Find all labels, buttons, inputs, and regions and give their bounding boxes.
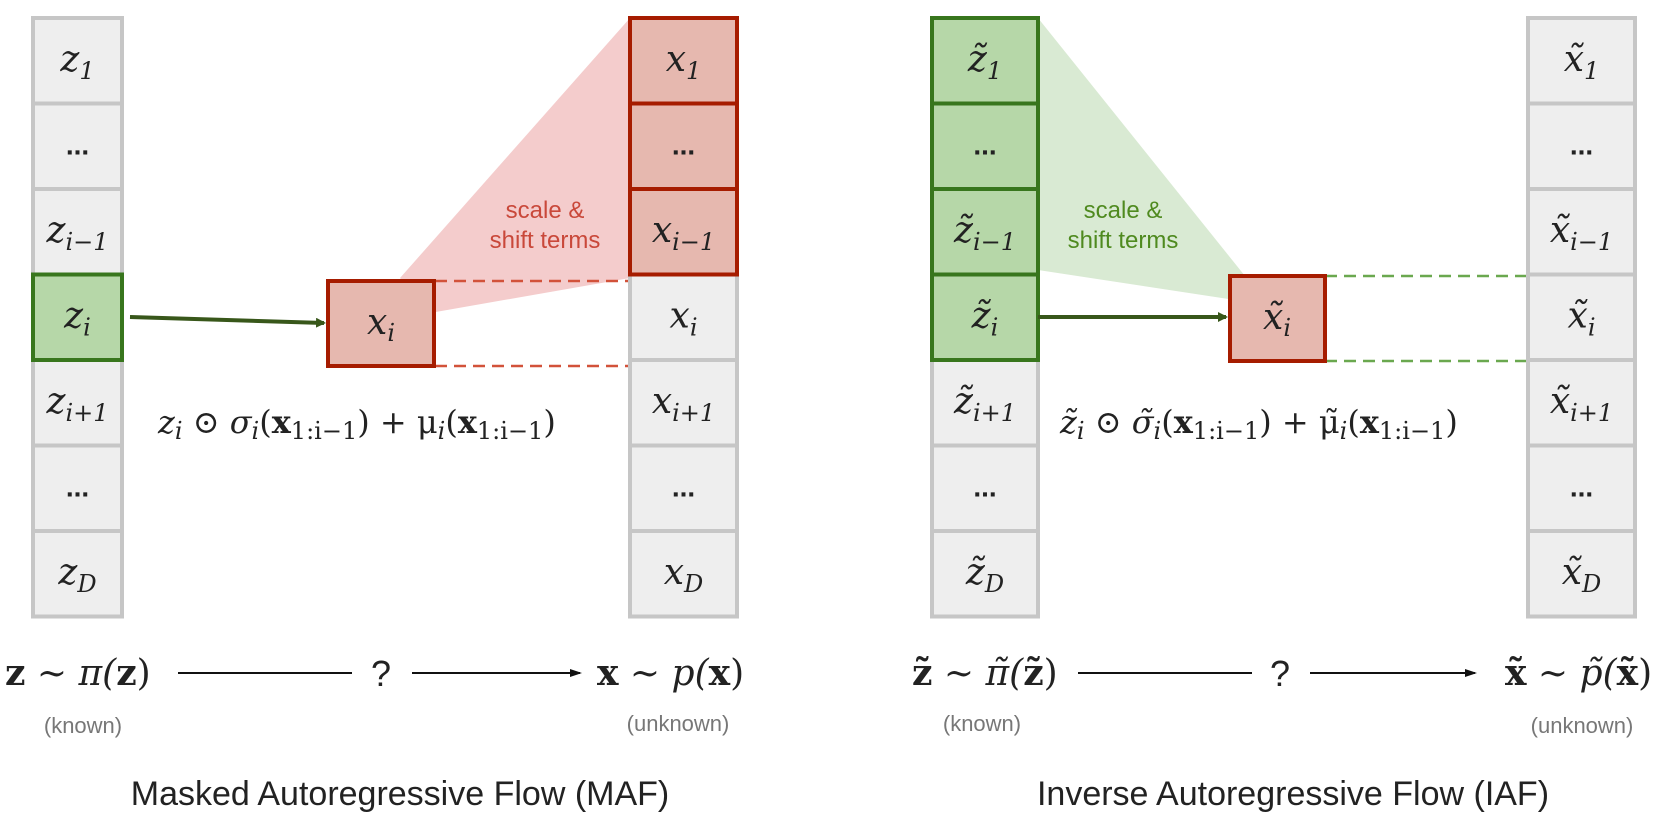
maf-unknown-label: (unknown) (627, 711, 730, 736)
iaf-z-cell-label: ... (973, 129, 996, 160)
iaf-z-cell-label: z̃D (965, 552, 1004, 598)
iaf-z-cell-label: z̃i+1 (953, 381, 1016, 427)
maf-arrow (129, 315, 326, 328)
iaf-x-cell-label: x̃D (1562, 552, 1602, 598)
maf-x-cell-label: x1 (666, 39, 702, 85)
iaf-center-box (1228, 274, 1327, 363)
maf-target-dist: x ∼ p(x) (597, 652, 744, 694)
maf-x-cell-label: xi+1 (652, 381, 715, 427)
maf-z-cell-label: zD (57, 552, 96, 598)
iaf-title: Inverse Autoregressive Flow (IAF) (1037, 775, 1549, 813)
iaf-z-cell-label: z̃i (971, 295, 999, 341)
iaf-x-cell-label: x̃i−1 (1550, 210, 1613, 256)
iaf-x-column: x̃1... x̃i−1 x̃i x̃i+1... x̃D (1526, 16, 1637, 619)
iaf-scale-shift-cone (1038, 18, 1245, 300)
iaf-x-cell-label: x̃1 (1564, 39, 1600, 85)
maf-z-cell-border (31, 272, 124, 362)
iaf-center-label: x̃i (1263, 297, 1291, 342)
maf-z-cell (31, 443, 124, 533)
iaf-question: ? (1270, 653, 1290, 694)
maf-z-cell-label: ... (66, 129, 89, 160)
iaf-x-cell (1526, 101, 1637, 191)
iaf-x-cell (1526, 443, 1637, 533)
iaf-panel: z̃1... z̃i−1 z̃i z̃i+1... z̃D x̃1... x̃i−1 x̃i… (912, 16, 1652, 813)
iaf-x-cell (1526, 529, 1637, 619)
maf-annotation-line2: shift terms (490, 227, 601, 254)
iaf-target-dist: x̃ ∼ p̃(x̃) (1505, 652, 1652, 694)
iaf-z-cell (930, 443, 1040, 533)
maf-z-cell (31, 529, 124, 619)
iaf-source-dist: z̃ ∼ π̃(z̃) (912, 652, 1058, 694)
maf-annotation-line1: scale & (506, 197, 585, 224)
iaf-z-column: z̃1... z̃i−1 z̃i z̃i+1... z̃D (930, 16, 1040, 619)
maf-x-cell (628, 16, 739, 106)
maf-title: Masked Autoregressive Flow (MAF) (131, 775, 670, 813)
iaf-z-cell (930, 529, 1040, 619)
maf-x-cell (628, 529, 739, 619)
maf-question: ? (371, 653, 391, 694)
iaf-x-cell-label: x̃i (1568, 295, 1596, 341)
iaf-z-cell-label: ... (973, 471, 996, 502)
iaf-x-cell (1526, 187, 1637, 277)
iaf-x-cell-label: x̃i+1 (1550, 381, 1613, 427)
maf-formula: zi ⊙ σi(x1:i−1) + μi(x1:i−1) (157, 403, 556, 445)
maf-x-cell-label: xD (664, 552, 704, 598)
maf-x-cell-label: xi−1 (652, 210, 715, 256)
iaf-unknown-label: (unknown) (1531, 713, 1634, 738)
maf-x-column: x1... xi−1 xi xi+1... xD (628, 16, 739, 619)
maf-z-column: z1... zi−1 zi zi+1... zD (31, 16, 124, 619)
maf-center-label: xi (367, 302, 395, 347)
maf-z-cell-label: zi (63, 295, 91, 341)
iaf-known-label: (known) (943, 711, 1021, 736)
iaf-formula: z̃i ⊙ σ̃i(x1:i−1) + μ̃i(x1:i−1) (1059, 403, 1458, 445)
maf-z-cell-label: zi−1 (45, 210, 108, 256)
iaf-z-cell-label: z̃1 (967, 39, 1002, 85)
iaf-x-cell-label: ... (1570, 471, 1593, 502)
maf-x-cell-label: ... (672, 471, 695, 502)
iaf-x-cell-label: ... (1570, 129, 1593, 160)
iaf-z-cell (930, 187, 1040, 277)
iaf-annotation-line1: scale & (1084, 197, 1163, 224)
maf-known-label: (known) (44, 713, 122, 738)
maf-x-cell-border (628, 187, 739, 277)
iaf-z-cell (930, 101, 1040, 191)
maf-z-cell (31, 187, 124, 277)
maf-center-box (326, 279, 436, 368)
maf-source-dist: z ∼ π(z) (5, 652, 151, 694)
maf-scale-shift-cone (400, 18, 630, 313)
maf-z-cell-label: z1 (59, 39, 94, 85)
maf-x-cell-label: xi (670, 295, 698, 341)
iaf-z-cell-label: z̃i−1 (953, 210, 1016, 256)
iaf-x-cell (1526, 16, 1637, 106)
maf-z-cell-label: ... (66, 471, 89, 502)
iaf-annotation-line2: shift terms (1068, 227, 1179, 254)
maf-z-cell-label: zi+1 (45, 381, 108, 427)
maf-x-cell-label: ... (672, 129, 695, 160)
